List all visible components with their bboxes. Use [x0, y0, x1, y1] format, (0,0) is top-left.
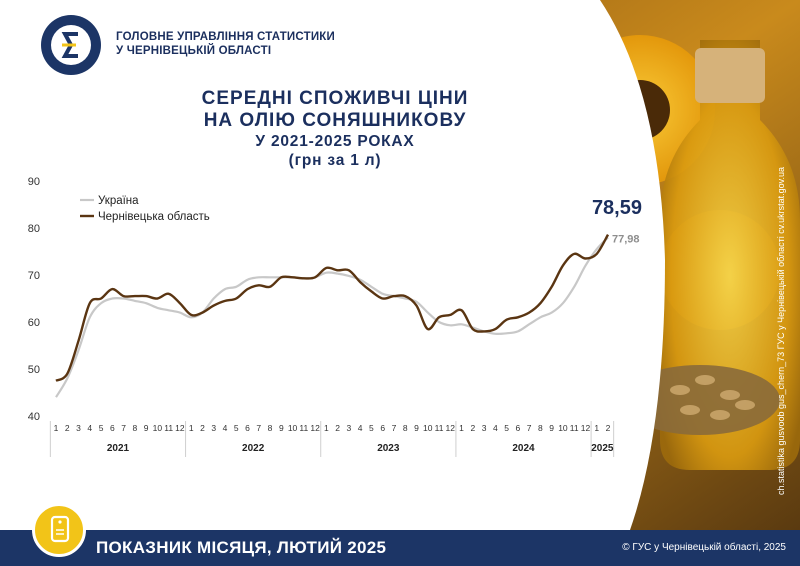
x-tick-label-24: 1 — [324, 423, 329, 433]
x-tick-label-17: 6 — [245, 423, 250, 433]
x-tick-label-41: 6 — [516, 423, 521, 433]
x-tick-label-49: 2 — [606, 423, 611, 433]
y-tick-label-4: 80 — [28, 223, 40, 235]
x-tick-label-14: 3 — [211, 423, 216, 433]
x-tick-label-5: 6 — [110, 423, 115, 433]
x-tick-label-40: 5 — [504, 423, 509, 433]
x-tick-label-2: 3 — [76, 423, 81, 433]
year-label-2024: 2024 — [512, 443, 535, 454]
chart-title-line-1: СЕРЕДНІ СПОЖИВЧІ ЦІНИ — [201, 88, 469, 109]
x-tick-label-12: 1 — [189, 423, 194, 433]
x-tick-label-3: 4 — [87, 423, 92, 433]
header: ГОЛОВНЕ УПРАВЛІННЯ СТАТИСТИКИ У ЧЕРНІВЕЦ… — [40, 14, 460, 76]
x-tick-label-19: 8 — [268, 423, 273, 433]
x-tick-label-29: 6 — [380, 423, 385, 433]
year-label-2025: 2025 — [591, 443, 614, 454]
chart-title-line-2: НА ОЛІЮ СОНЯШНИКОВУ — [203, 110, 467, 131]
x-tick-label-6: 7 — [121, 423, 126, 433]
legend-label-ukraine: Україна — [98, 195, 139, 207]
x-tick-label-48: 1 — [594, 423, 599, 433]
year-label-2022: 2022 — [242, 443, 265, 454]
org-line-2: У ЧЕРНІВЕЦЬКІЙ ОБЛАСТІ — [116, 45, 272, 57]
series-line-chernivtsi — [55, 233, 610, 382]
year-label-2023: 2023 — [377, 443, 400, 454]
x-tick-label-15: 4 — [223, 423, 228, 433]
y-tick-label-3: 70 — [28, 270, 40, 282]
bottom-bar: ПОКАЗНИК МІСЯЦЯ, ЛЮТИЙ 2025 © ГУС у Черн… — [0, 530, 800, 566]
chart-title-block: СЕРЕДНІ СПОЖИВЧІ ЦІНИ НА ОЛІЮ СОНЯШНИКОВ… — [150, 88, 520, 170]
y-tick-label-2: 60 — [28, 317, 40, 329]
year-label-2021: 2021 — [107, 443, 130, 454]
x-tick-label-45: 10 — [558, 423, 568, 433]
x-tick-label-16: 5 — [234, 423, 239, 433]
x-tick-label-23: 12 — [310, 423, 320, 433]
x-tick-label-13: 2 — [200, 423, 205, 433]
x-tick-label-43: 8 — [538, 423, 543, 433]
x-tick-label-27: 4 — [358, 423, 363, 433]
x-tick-label-35: 12 — [446, 423, 456, 433]
y-tick-label-0: 40 — [28, 411, 40, 423]
x-tick-label-46: 11 — [570, 423, 579, 433]
x-tick-label-26: 3 — [347, 423, 352, 433]
series-line-ukraine — [55, 236, 609, 398]
x-tick-label-10: 11 — [164, 423, 173, 433]
chart-subtitle-line-2: (грн за 1 л) — [288, 152, 382, 169]
derzhstat-logo — [41, 15, 101, 75]
x-tick-label-8: 9 — [144, 423, 149, 433]
copyright-text: © ГУС у Чернівецькій області, 2025 — [622, 542, 786, 553]
x-tick-label-11: 12 — [175, 423, 185, 433]
x-tick-label-22: 11 — [299, 423, 308, 433]
social-links: ch.statistika gusvoob gus_chern_73 ГУС у… — [776, 167, 786, 495]
x-tick-label-47: 12 — [581, 423, 591, 433]
content-panel — [0, 0, 800, 530]
end-label-ukraine: 77,98 — [612, 233, 640, 245]
x-tick-label-30: 7 — [392, 423, 397, 433]
x-tick-label-0: 1 — [54, 423, 59, 433]
x-tick-label-9: 10 — [153, 423, 163, 433]
x-tick-label-18: 7 — [256, 423, 261, 433]
legend-label-chernivtsi: Чернівецька область — [98, 211, 210, 223]
x-tick-label-33: 10 — [423, 423, 433, 433]
org-line-1: ГОЛОВНЕ УПРАВЛІННЯ СТАТИСТИКИ — [116, 31, 335, 43]
x-tick-label-36: 1 — [459, 423, 464, 433]
y-tick-label-5: 90 — [28, 176, 40, 188]
x-tick-label-4: 5 — [99, 423, 104, 433]
price-tag-badge — [32, 503, 86, 557]
x-tick-label-37: 2 — [470, 423, 475, 433]
x-tick-label-7: 8 — [132, 423, 137, 433]
price-tag-icon — [50, 515, 70, 543]
x-tick-label-38: 3 — [482, 423, 487, 433]
end-label-chernivtsi: 78,59 — [592, 197, 642, 219]
y-tick-label-1: 50 — [28, 364, 40, 376]
x-tick-label-1: 2 — [65, 423, 70, 433]
x-tick-label-28: 5 — [369, 423, 374, 433]
indicator-of-month-title: ПОКАЗНИК МІСЯЦЯ, ЛЮТИЙ 2025 — [96, 538, 387, 557]
x-tick-label-21: 10 — [288, 423, 298, 433]
organization-name: ГОЛОВНЕ УПРАВЛІННЯ СТАТИСТИКИ У ЧЕРНІВЕЦ… — [116, 30, 335, 58]
x-tick-label-32: 9 — [414, 423, 419, 433]
chart-subtitle-line-1: У 2021-2025 РОКАХ — [255, 133, 415, 150]
x-tick-label-20: 9 — [279, 423, 284, 433]
social-links-text: ch.statistika gusvoob gus_chern_73 ГУС у… — [776, 167, 786, 495]
x-tick-label-44: 9 — [549, 423, 554, 433]
x-tick-label-42: 7 — [527, 423, 532, 433]
x-tick-label-34: 11 — [435, 423, 444, 433]
x-tick-label-25: 2 — [335, 423, 340, 433]
x-tick-label-31: 8 — [403, 423, 408, 433]
x-tick-label-39: 4 — [493, 423, 498, 433]
